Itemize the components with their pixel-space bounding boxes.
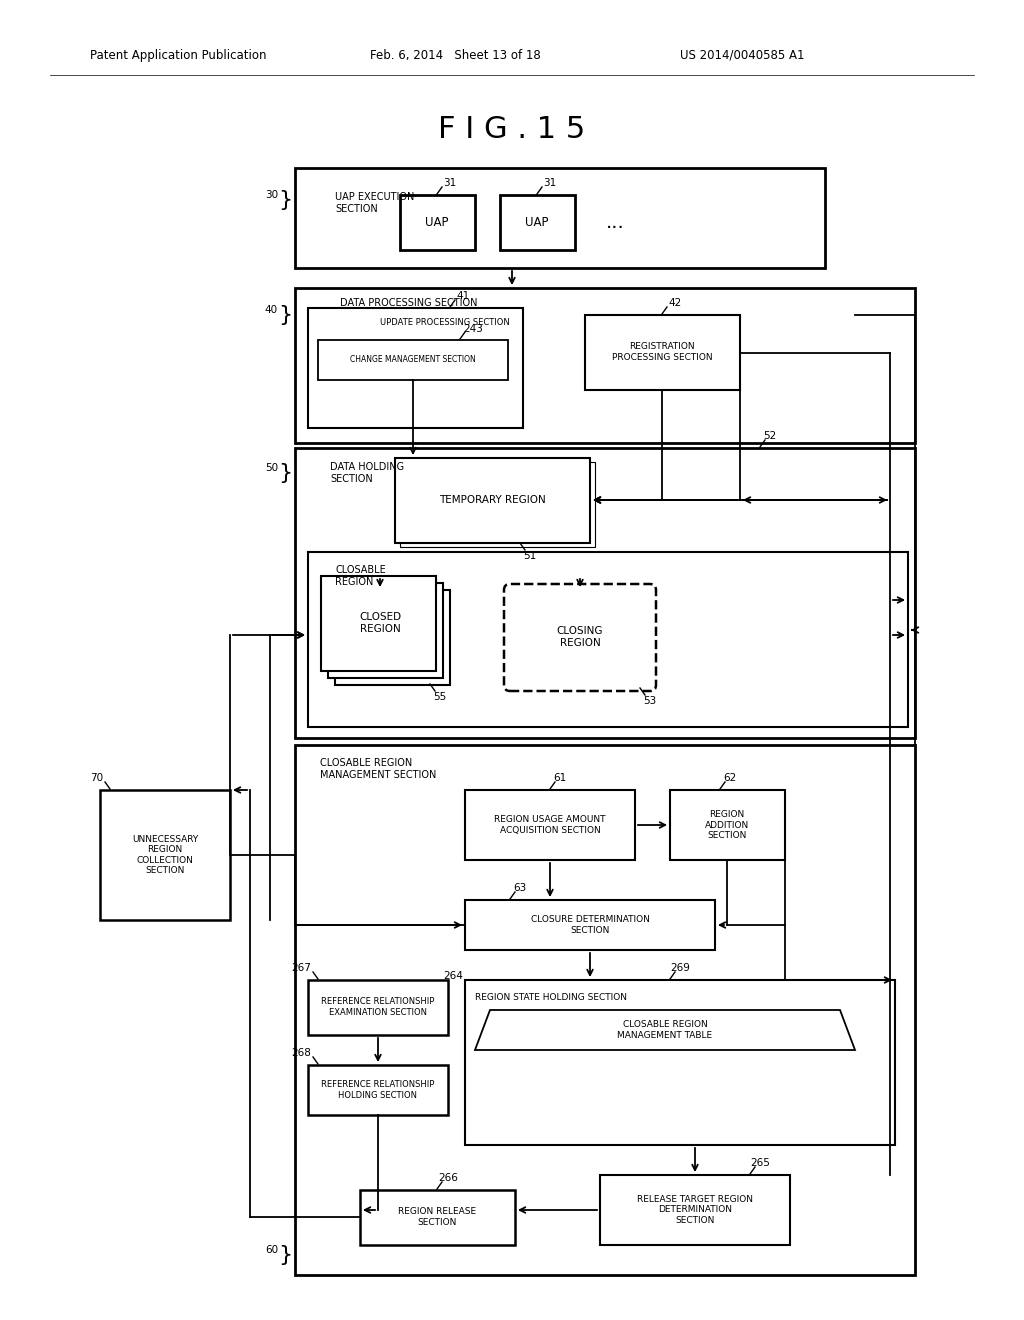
Text: }: } bbox=[278, 1245, 292, 1265]
Text: CLOSED
REGION: CLOSED REGION bbox=[359, 612, 401, 634]
Bar bbox=[318, 341, 508, 380]
Text: }: } bbox=[278, 190, 292, 210]
Text: REGISTRATION
PROCESSING SECTION: REGISTRATION PROCESSING SECTION bbox=[611, 342, 713, 362]
Text: Feb. 6, 2014   Sheet 13 of 18: Feb. 6, 2014 Sheet 13 of 18 bbox=[370, 49, 541, 62]
Text: UAP: UAP bbox=[425, 215, 449, 228]
Text: UPDATE PROCESSING SECTION: UPDATE PROCESSING SECTION bbox=[380, 318, 510, 327]
Text: F I G . 1 5: F I G . 1 5 bbox=[438, 116, 586, 144]
Bar bbox=[328, 583, 443, 678]
Text: 243: 243 bbox=[463, 323, 483, 334]
Text: 60: 60 bbox=[265, 1245, 278, 1255]
Text: UAP: UAP bbox=[525, 215, 549, 228]
Bar bbox=[465, 900, 715, 950]
Bar bbox=[100, 789, 230, 920]
Text: CLOSURE DETERMINATION
SECTION: CLOSURE DETERMINATION SECTION bbox=[530, 915, 649, 935]
Text: 63: 63 bbox=[513, 883, 526, 894]
Text: 51: 51 bbox=[523, 550, 537, 561]
Text: REGION RELEASE
SECTION: REGION RELEASE SECTION bbox=[398, 1208, 476, 1226]
Bar bbox=[400, 462, 595, 546]
Bar bbox=[395, 458, 590, 543]
Bar bbox=[360, 1191, 515, 1245]
Text: DATA PROCESSING SECTION: DATA PROCESSING SECTION bbox=[340, 298, 477, 308]
Bar bbox=[308, 1065, 449, 1115]
Bar bbox=[500, 195, 575, 249]
Bar bbox=[295, 744, 915, 1275]
Text: REGION USAGE AMOUNT
ACQUISITION SECTION: REGION USAGE AMOUNT ACQUISITION SECTION bbox=[495, 816, 606, 834]
Text: ...: ... bbox=[605, 213, 625, 231]
Text: DATA HOLDING
SECTION: DATA HOLDING SECTION bbox=[330, 462, 404, 483]
Text: 269: 269 bbox=[670, 964, 690, 973]
Text: REGION STATE HOLDING SECTION: REGION STATE HOLDING SECTION bbox=[475, 993, 627, 1002]
Bar bbox=[600, 1175, 790, 1245]
Text: 41: 41 bbox=[457, 290, 470, 301]
Text: CLOSABLE REGION
MANAGEMENT SECTION: CLOSABLE REGION MANAGEMENT SECTION bbox=[319, 758, 436, 780]
Text: CLOSING
REGION: CLOSING REGION bbox=[557, 626, 603, 648]
Text: 266: 266 bbox=[438, 1173, 458, 1183]
Text: }: } bbox=[278, 305, 292, 325]
Text: Patent Application Publication: Patent Application Publication bbox=[90, 49, 266, 62]
Text: 31: 31 bbox=[443, 178, 457, 187]
Text: 62: 62 bbox=[723, 774, 736, 783]
Text: 55: 55 bbox=[433, 692, 446, 702]
Bar bbox=[308, 552, 908, 727]
Bar bbox=[295, 447, 915, 738]
Text: CLOSABLE REGION
MANAGEMENT TABLE: CLOSABLE REGION MANAGEMENT TABLE bbox=[617, 1020, 713, 1040]
Text: US 2014/0040585 A1: US 2014/0040585 A1 bbox=[680, 49, 805, 62]
Text: REFERENCE RELATIONSHIP
EXAMINATION SECTION: REFERENCE RELATIONSHIP EXAMINATION SECTI… bbox=[322, 998, 434, 1016]
Text: TEMPORARY REGION: TEMPORARY REGION bbox=[438, 495, 546, 506]
Text: 52: 52 bbox=[763, 432, 776, 441]
Bar bbox=[308, 308, 523, 428]
Text: UNNECESSARY
REGION
COLLECTION
SECTION: UNNECESSARY REGION COLLECTION SECTION bbox=[132, 836, 198, 875]
Text: 61: 61 bbox=[553, 774, 566, 783]
Text: 40: 40 bbox=[265, 305, 278, 315]
Polygon shape bbox=[475, 1010, 855, 1049]
Text: RELEASE TARGET REGION
DETERMINATION
SECTION: RELEASE TARGET REGION DETERMINATION SECT… bbox=[637, 1195, 753, 1225]
Text: 268: 268 bbox=[291, 1048, 311, 1059]
Text: REGION
ADDITION
SECTION: REGION ADDITION SECTION bbox=[705, 810, 750, 840]
Text: 53: 53 bbox=[643, 696, 656, 706]
Text: CLOSABLE
REGION: CLOSABLE REGION bbox=[335, 565, 386, 586]
Text: UAP EXECUTION
SECTION: UAP EXECUTION SECTION bbox=[335, 191, 415, 214]
Bar bbox=[308, 979, 449, 1035]
Bar bbox=[465, 979, 895, 1144]
Bar bbox=[670, 789, 785, 861]
FancyBboxPatch shape bbox=[504, 583, 656, 690]
Bar bbox=[585, 315, 740, 389]
Text: REFERENCE RELATIONSHIP
HOLDING SECTION: REFERENCE RELATIONSHIP HOLDING SECTION bbox=[322, 1080, 434, 1100]
Text: 42: 42 bbox=[669, 298, 682, 308]
Text: 267: 267 bbox=[291, 964, 311, 973]
Text: 70: 70 bbox=[90, 774, 103, 783]
Text: 50: 50 bbox=[265, 463, 278, 473]
Text: }: } bbox=[278, 463, 292, 483]
Bar bbox=[465, 789, 635, 861]
Bar bbox=[295, 288, 915, 444]
Bar bbox=[321, 576, 436, 671]
Text: 31: 31 bbox=[544, 178, 557, 187]
Text: 264: 264 bbox=[443, 972, 463, 981]
Bar bbox=[335, 590, 450, 685]
Text: 30: 30 bbox=[265, 190, 278, 201]
Text: 265: 265 bbox=[750, 1158, 770, 1168]
Bar bbox=[400, 195, 475, 249]
Text: CHANGE MANAGEMENT SECTION: CHANGE MANAGEMENT SECTION bbox=[350, 355, 476, 364]
Bar bbox=[295, 168, 825, 268]
